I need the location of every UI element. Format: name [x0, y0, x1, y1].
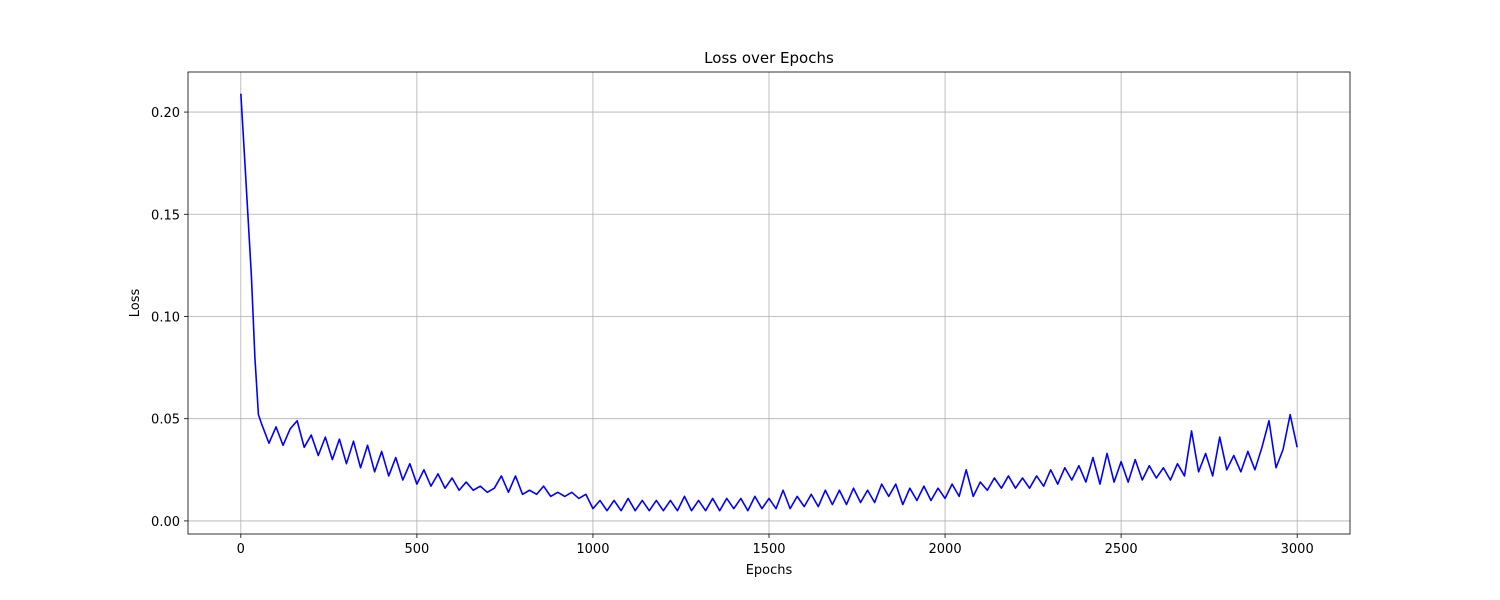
x-tick-label: 0 [237, 542, 245, 557]
x-tick-label: 1000 [576, 542, 609, 557]
plot-area [188, 72, 1350, 534]
x-tick-label: 3000 [1281, 542, 1314, 557]
x-tick-label: 2500 [1105, 542, 1138, 557]
y-tick-label: 0.00 [151, 515, 180, 530]
y-axis-label: Loss [128, 289, 143, 318]
chart-title: Loss over Epochs [704, 49, 834, 67]
loss-line [240, 93, 1298, 512]
y-tick-label: 0.15 [151, 208, 180, 223]
y-tick-label: 0.10 [151, 310, 180, 325]
y-tick-label: 0.20 [151, 106, 180, 121]
y-tick-label: 0.05 [151, 413, 180, 428]
x-tick-label: 1500 [752, 542, 785, 557]
x-tick-label: 2000 [929, 542, 962, 557]
x-tick-label: 500 [404, 542, 429, 557]
x-axis-label: Epochs [746, 563, 793, 578]
